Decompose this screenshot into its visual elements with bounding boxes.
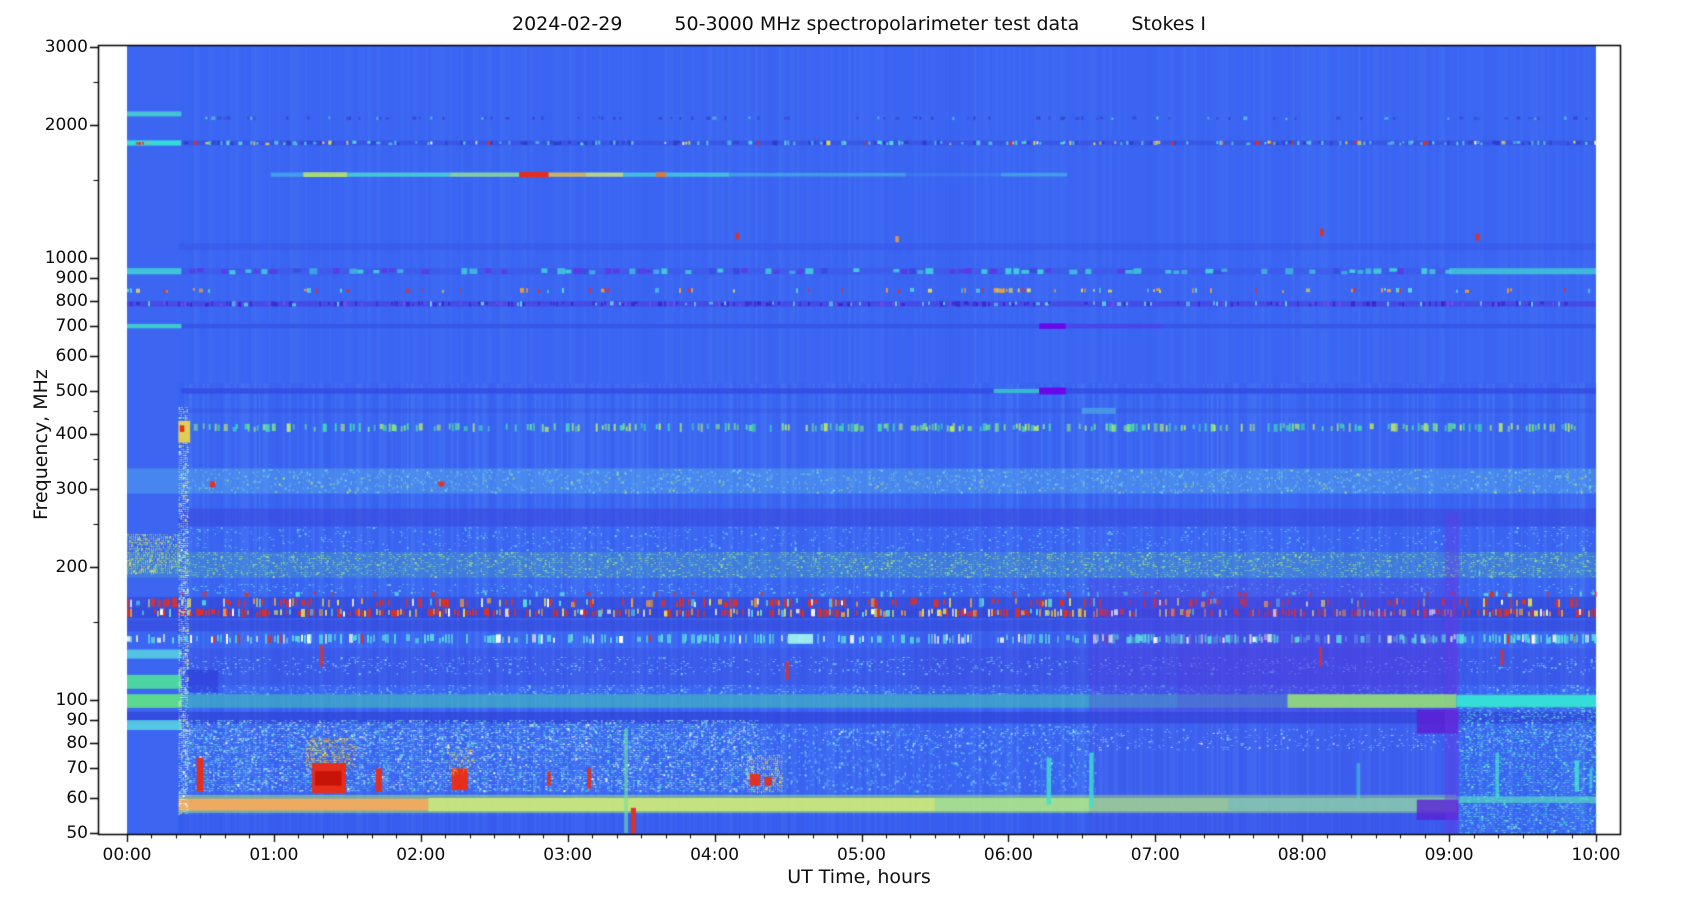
y-tick-900: 900	[55, 268, 88, 289]
title-description: 50-3000 MHz spectropolarimeter test data	[674, 13, 1080, 35]
figure-title: 2024-02-29 50-3000 MHz spectropolarimete…	[98, 13, 1620, 35]
y-tick-800: 800	[55, 290, 88, 311]
x-tick-0100: 01:00	[249, 845, 299, 865]
x-tick-0400: 04:00	[690, 845, 740, 865]
y-tick-400: 400	[55, 423, 88, 444]
x-tick-0800: 08:00	[1277, 845, 1327, 865]
y-tick-50: 50	[66, 823, 88, 843]
y-tick-90: 90	[66, 710, 88, 731]
y-tick-600: 600	[55, 345, 88, 366]
y-tick-100: 100	[55, 689, 88, 710]
x-tick-0300: 03:00	[543, 845, 593, 865]
x-tick-0900: 09:00	[1424, 845, 1474, 865]
x-tick-0500: 05:00	[837, 845, 886, 865]
title-stokes: Stokes I	[1131, 13, 1207, 35]
y-tick-80: 80	[66, 732, 88, 753]
y-tick-1000: 1000	[44, 247, 88, 268]
x-tick-0200: 02:00	[396, 845, 446, 865]
x-tick-1000: 10:00	[1571, 845, 1621, 865]
y-tick-500: 500	[55, 380, 88, 401]
y-tick-300: 300	[55, 479, 88, 500]
x-tick-0600: 06:00	[983, 845, 1033, 865]
x-tick-0000: 00:00	[102, 845, 152, 865]
y-tick-2000: 2000	[44, 114, 88, 135]
x-tick-0700: 07:00	[1130, 845, 1180, 865]
y-tick-3000: 3000	[44, 37, 88, 57]
y-tick-700: 700	[55, 316, 88, 337]
y-tick-70: 70	[66, 758, 88, 779]
y-tick-200: 200	[55, 556, 88, 577]
title-date: 2024-02-29	[511, 13, 623, 35]
x-axis-label: UT Time, hours	[787, 866, 931, 888]
y-tick-60: 60	[66, 787, 88, 808]
